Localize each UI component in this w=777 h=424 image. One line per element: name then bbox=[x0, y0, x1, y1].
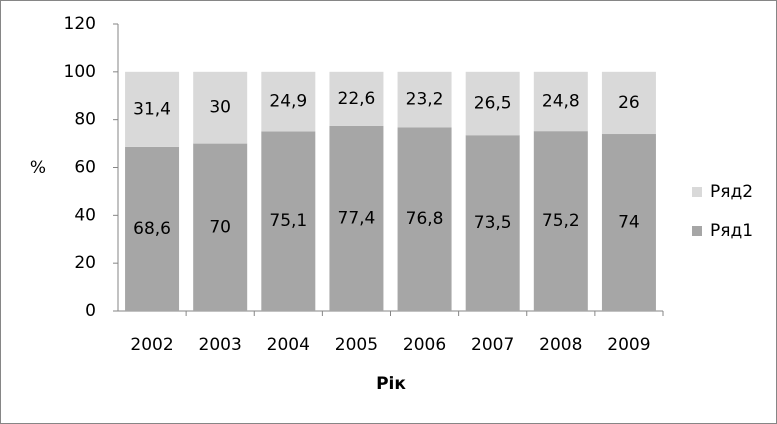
data-label: 75,2 bbox=[542, 211, 580, 231]
y-tick-label: 60 bbox=[74, 158, 96, 178]
bar-segment bbox=[601, 71, 656, 135]
legend-swatch bbox=[692, 226, 702, 236]
x-tick-label: 2004 bbox=[267, 335, 310, 355]
bar-segment bbox=[261, 71, 316, 132]
y-tick-label: 20 bbox=[74, 253, 96, 273]
legend-label: Ряд2 bbox=[710, 182, 753, 202]
x-tick-label: 2003 bbox=[199, 335, 242, 355]
data-label: 77,4 bbox=[338, 208, 376, 228]
x-tick-label: 2005 bbox=[335, 335, 378, 355]
data-label: 31,4 bbox=[133, 99, 171, 119]
legend-label: Ряд1 bbox=[710, 221, 753, 241]
data-label: 26 bbox=[618, 93, 640, 113]
y-tick-label: 80 bbox=[74, 110, 96, 130]
bar-segment bbox=[465, 71, 520, 136]
bar-segment bbox=[601, 134, 656, 311]
data-label: 75,1 bbox=[269, 211, 307, 231]
data-label: 24,8 bbox=[542, 91, 580, 111]
x-tick-label: 2002 bbox=[130, 335, 173, 355]
legend-swatch bbox=[692, 187, 702, 197]
data-label: 68,6 bbox=[133, 219, 171, 239]
x-tick-label: 2009 bbox=[607, 335, 650, 355]
x-tick-label: 2008 bbox=[539, 335, 582, 355]
bar-segment bbox=[125, 146, 180, 311]
data-label: 24,9 bbox=[269, 92, 307, 112]
bar-segment bbox=[193, 143, 248, 311]
y-tick-label: 100 bbox=[64, 62, 96, 82]
data-label: 74 bbox=[618, 213, 640, 233]
bar-segment bbox=[397, 71, 452, 128]
y-axis-label: % bbox=[30, 158, 46, 178]
bar-segment bbox=[533, 131, 588, 311]
bar-segment bbox=[329, 125, 384, 311]
x-tick-label: 2007 bbox=[471, 335, 514, 355]
data-label: 70 bbox=[209, 217, 231, 237]
bar-segment bbox=[125, 71, 180, 147]
data-label: 73,5 bbox=[474, 213, 512, 233]
bar-segment bbox=[465, 135, 520, 311]
data-label: 22,6 bbox=[338, 89, 376, 109]
y-tick-label: 0 bbox=[85, 301, 96, 321]
bar-segment bbox=[329, 71, 384, 126]
bar-segment bbox=[533, 71, 588, 132]
x-axis-label: Рік bbox=[376, 374, 406, 394]
data-label: 76,8 bbox=[406, 209, 444, 229]
data-label: 23,2 bbox=[406, 90, 444, 110]
data-label: 26,5 bbox=[474, 94, 512, 114]
y-tick-label: 40 bbox=[74, 205, 96, 225]
y-tick-label: 120 bbox=[64, 14, 96, 34]
bar-segment bbox=[261, 131, 316, 311]
x-tick-label: 2006 bbox=[403, 335, 446, 355]
data-label: 30 bbox=[209, 98, 231, 118]
bar-segment bbox=[193, 71, 248, 144]
bar-segment bbox=[397, 127, 452, 311]
